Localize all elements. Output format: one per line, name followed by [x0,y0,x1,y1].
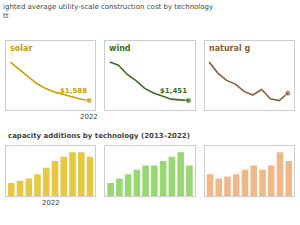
svg-text:$1,588: $1,588 [60,87,87,95]
svg-text:capacity additions by technolo: capacity additions by technology (2013–2… [8,132,190,140]
svg-text:natural g: natural g [209,44,250,53]
svg-text:wind: wind [109,44,131,53]
svg-text:2022: 2022 [42,199,60,207]
svg-text:ighted average utility-scale c: ighted average utility-scale constructio… [3,3,213,20]
svg-text:$1,451: $1,451 [160,87,187,95]
svg-text:solar: solar [10,44,32,53]
svg-text:2022: 2022 [80,113,98,121]
